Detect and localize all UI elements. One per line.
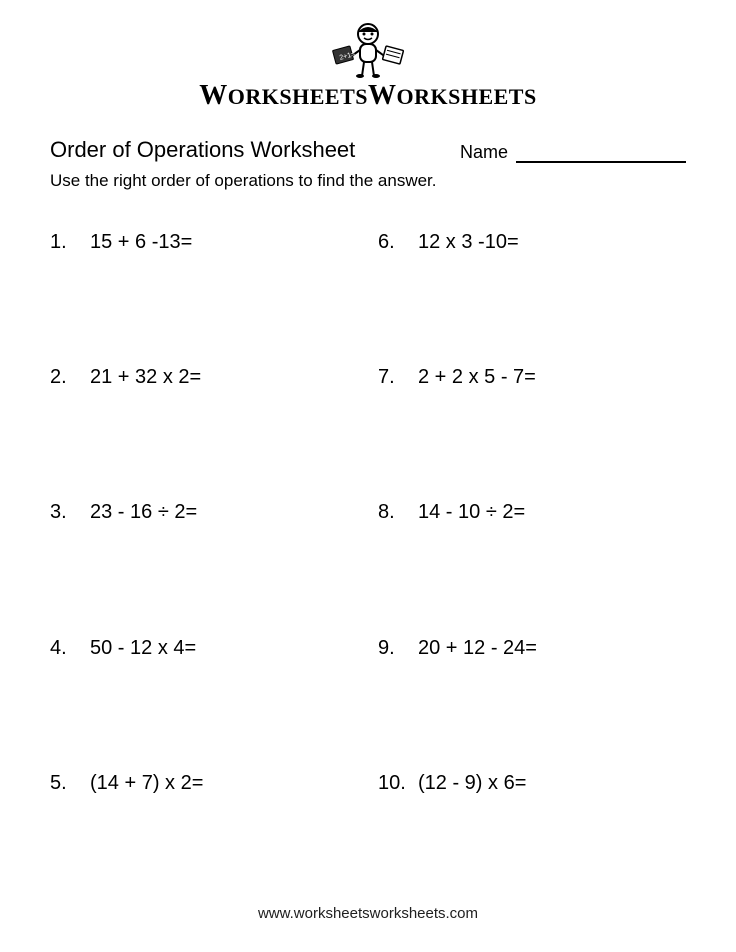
problem-number: 5. — [50, 772, 90, 795]
name-input-line[interactable] — [516, 145, 686, 163]
header-row: Order of Operations Worksheet Name — [50, 137, 686, 163]
problem-expression: 15 + 6 -13= — [90, 231, 192, 254]
problem-number: 1. — [50, 231, 90, 254]
problem-number: 2. — [50, 366, 90, 389]
problem-row: 5. (14 + 7) x 2= — [50, 762, 358, 887]
problem-expression: (12 - 9) x 6= — [418, 772, 526, 795]
logo: 2+1= WWorksheetsORKSHEETSWORKSHEETS — [199, 20, 536, 112]
problem-expression: 20 + 12 - 24= — [418, 637, 537, 660]
problem-row: 6. 12 x 3 -10= — [378, 221, 686, 346]
logo-word-right: WORKSHEETS — [368, 80, 537, 111]
problem-number: 7. — [378, 366, 418, 389]
logo-area: 2+1= WWorksheetsORKSHEETSWORKSHEETS — [50, 20, 686, 112]
problem-expression: (14 + 7) x 2= — [90, 772, 203, 795]
problem-number: 3. — [50, 501, 90, 524]
problem-row: 7. 2 + 2 x 5 - 7= — [378, 356, 686, 481]
problem-row: 2. 21 + 32 x 2= — [50, 356, 358, 481]
problem-expression: 2 + 2 x 5 - 7= — [418, 366, 536, 389]
worksheet-page: 2+1= WWorksheetsORKSHEETSWORKSHEETS Orde… — [0, 0, 736, 952]
problem-row: 3. 23 - 16 ÷ 2= — [50, 491, 358, 616]
problem-expression: 23 - 16 ÷ 2= — [90, 501, 197, 524]
problem-expression: 50 - 12 x 4= — [90, 637, 196, 660]
instructions-text: Use the right order of operations to fin… — [50, 171, 686, 191]
problem-row: 10. (12 - 9) x 6= — [378, 762, 686, 887]
problem-number: 4. — [50, 637, 90, 660]
problem-row: 8. 14 - 10 ÷ 2= — [378, 491, 686, 616]
problem-expression: 14 - 10 ÷ 2= — [418, 501, 525, 524]
problem-number: 8. — [378, 501, 418, 524]
problem-row: 1. 15 + 6 -13= — [50, 221, 358, 346]
problem-row: 4. 50 - 12 x 4= — [50, 627, 358, 752]
worksheet-title: Order of Operations Worksheet — [50, 137, 355, 163]
mascot-icon: 2+1= — [328, 20, 408, 78]
problem-row: 9. 20 + 12 - 24= — [378, 627, 686, 752]
footer-url: www.worksheetsworksheets.com — [50, 897, 686, 922]
problem-expression: 21 + 32 x 2= — [90, 366, 201, 389]
name-field: Name — [460, 142, 686, 163]
logo-word-left: WWorksheetsORKSHEETS — [199, 80, 368, 111]
problem-number: 10. — [378, 772, 418, 795]
logo-text: WWorksheetsORKSHEETSWORKSHEETS — [199, 80, 536, 112]
problem-number: 6. — [378, 231, 418, 254]
problem-number: 9. — [378, 637, 418, 660]
name-label: Name — [460, 142, 508, 163]
problem-expression: 12 x 3 -10= — [418, 231, 519, 254]
problems-grid: 1. 15 + 6 -13= 2. 21 + 32 x 2= 3. 23 - 1… — [50, 221, 686, 897]
